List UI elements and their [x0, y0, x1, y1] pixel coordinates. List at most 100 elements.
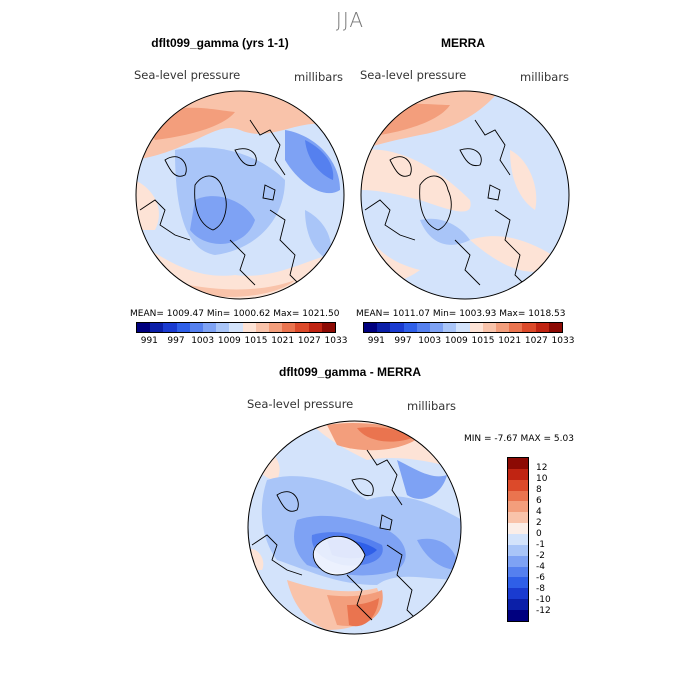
colorbar-swatch	[509, 323, 523, 332]
colorbar-tick-label: 1027	[297, 336, 321, 346]
colorbar-tick-label: -12	[536, 606, 551, 616]
colorbar-tick-label: 1009	[444, 336, 468, 346]
colorbar-swatch	[321, 323, 336, 332]
colorbar-swatch	[189, 323, 204, 332]
colorbar-swatch	[522, 323, 536, 332]
palered-contour-region	[470, 236, 560, 272]
colorbar-tick-label: -1	[536, 540, 545, 550]
colorbar-tick-label: 991	[140, 336, 158, 346]
diff-colorbar-labels: 12 10 8 6 4 2 0 -1 -2 -4 -6 -8 -10 -12	[536, 457, 576, 622]
colorbar-tick-label: 10	[536, 474, 548, 484]
obs-polar-map	[360, 90, 570, 300]
colorbar-tick-label: 991	[367, 336, 385, 346]
colorbar-swatch	[443, 323, 457, 332]
colorbar-swatch	[242, 323, 256, 332]
palered-contour-region	[510, 150, 537, 210]
colorbar-tick-label: -4	[536, 562, 545, 572]
colorbar-swatch	[508, 555, 528, 567]
colorbar-tick-label: -10	[536, 595, 551, 605]
colorbar-tick-label: 1033	[551, 336, 575, 346]
colorbar-swatch	[508, 458, 528, 469]
colorbar-tick-label: 6	[536, 496, 542, 506]
colorbar-swatch	[295, 323, 309, 332]
model-colorbar-labels: 991 997 1003 1009 1015 1021 1027 1033	[136, 336, 348, 348]
colorbar-tick-label: 8	[536, 485, 542, 495]
colorbar-swatch	[377, 323, 391, 332]
obs-colorbar	[363, 322, 563, 333]
colorbar-tick-label: -8	[536, 584, 545, 594]
colorbar-tick-label: 2	[536, 518, 542, 528]
colorbar-swatch	[548, 323, 563, 332]
diff-units-label: millibars	[407, 399, 457, 413]
colorbar-swatch	[176, 323, 190, 332]
lightred-contour-region	[136, 91, 344, 160]
colorbar-swatch	[508, 490, 528, 502]
colorbar-tick-label: 1033	[324, 336, 348, 346]
colorbar-swatch	[508, 544, 528, 556]
colorbar-tick-label: 1003	[418, 336, 442, 346]
colorbar-swatch	[508, 512, 528, 524]
colorbar-swatch	[496, 323, 510, 332]
model-colorbar	[136, 322, 336, 333]
colorbar-swatch	[508, 501, 528, 513]
colorbar-tick-label: 1021	[271, 336, 295, 346]
colorbar-swatch	[535, 323, 549, 332]
colorbar-swatch	[456, 323, 470, 332]
colorbar-swatch	[150, 323, 164, 332]
colorbar-swatch	[308, 323, 322, 332]
diff-variable-label: Sea-level pressure	[247, 397, 354, 411]
strongred-contour-region	[357, 427, 412, 442]
colorbar-swatch	[269, 323, 283, 332]
colorbar-swatch	[508, 610, 528, 621]
colorbar-swatch	[508, 599, 528, 611]
colorbar-swatch	[508, 523, 528, 535]
colorbar-tick-label: 4	[536, 507, 542, 517]
colorbar-tick-label: 0	[536, 529, 542, 539]
paleblue-contour-region	[420, 218, 470, 245]
colorbar-swatch	[508, 588, 528, 600]
model-units-label: millibars	[294, 70, 344, 84]
obs-units-label: millibars	[520, 70, 570, 84]
palered-contour-region	[361, 149, 471, 212]
colorbar-tick-label: 12	[536, 463, 548, 473]
colorbar-swatch	[229, 323, 243, 332]
obs-stats: MEAN= 1011.07 Min= 1003.93 Max= 1018.53	[356, 309, 566, 319]
colorbar-swatch	[163, 323, 177, 332]
model-stats: MEAN= 1009.47 Min= 1000.62 Max= 1021.50	[130, 309, 340, 319]
colorbar-swatch	[403, 323, 417, 332]
obs-panel-title: MERRA	[441, 36, 485, 50]
paleblue-contour-region	[305, 210, 332, 260]
colorbar-tick-label: 997	[167, 336, 185, 346]
model-panel-title: dflt099_gamma (yrs 1-1)	[151, 36, 289, 50]
colorbar-swatch	[203, 323, 217, 332]
model-polar-map	[135, 90, 345, 300]
colorbar-tick-label: -6	[536, 573, 545, 583]
midblue-contour-region	[397, 460, 447, 499]
colorbar-tick-label: 1021	[498, 336, 522, 346]
colorbar-tick-label: -2	[536, 551, 545, 561]
strongred-contour-region	[347, 598, 379, 627]
diff-colorbar	[507, 457, 529, 622]
diff-panel-title: dflt099_gamma - MERRA	[278, 365, 422, 379]
midblue-contour-region	[417, 538, 459, 570]
colorbar-tick-label: 1003	[191, 336, 215, 346]
colorbar-tick-label: 1027	[524, 336, 548, 346]
obs-variable-label: Sea-level pressure	[360, 68, 467, 82]
colorbar-tick-label: 1009	[217, 336, 241, 346]
colorbar-swatch	[137, 323, 151, 332]
colorbar-tick-label: 997	[394, 336, 412, 346]
colorbar-swatch	[482, 323, 497, 332]
colorbar-swatch	[282, 323, 296, 332]
diff-stats: MIN = -7.67 MAX = 5.03	[464, 434, 574, 444]
model-variable-label: Sea-level pressure	[134, 68, 241, 82]
colorbar-swatch	[508, 534, 528, 545]
colorbar-swatch	[390, 323, 404, 332]
strongblue-contour-region	[305, 140, 334, 180]
colorbar-tick-label: 1015	[244, 336, 268, 346]
colorbar-swatch	[508, 577, 528, 589]
diff-polar-map	[247, 420, 462, 635]
colorbar-swatch	[416, 323, 431, 332]
colorbar-swatch	[216, 323, 230, 332]
colorbar-swatch	[469, 323, 483, 332]
season-title: JJA	[335, 8, 365, 32]
